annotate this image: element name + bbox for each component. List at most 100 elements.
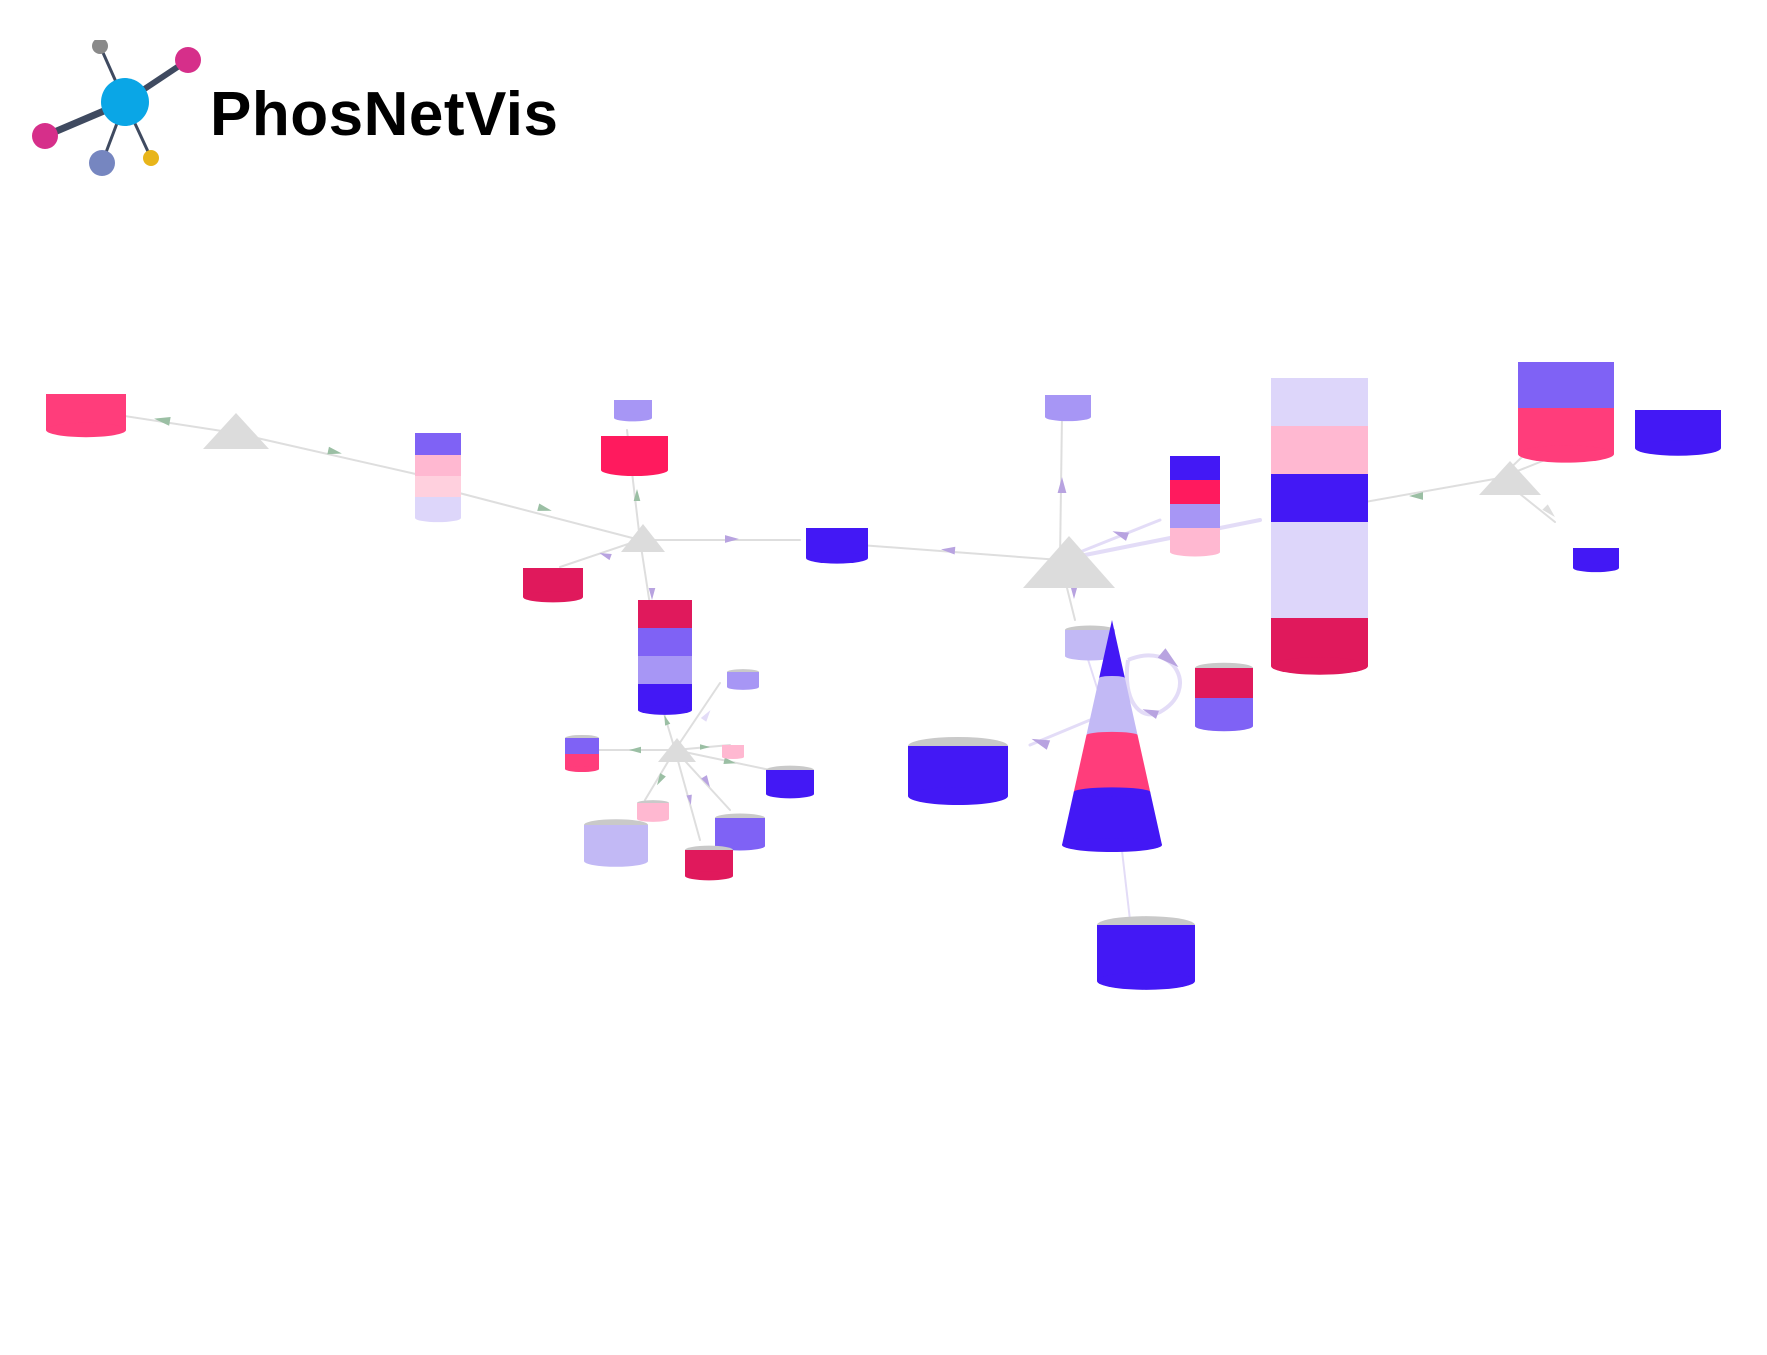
node-base — [46, 422, 126, 438]
node-base — [722, 755, 744, 759]
kinase-node[interactable] — [685, 845, 733, 881]
edge-arrowhead — [648, 588, 656, 600]
kinase-node[interactable] — [1045, 395, 1091, 422]
kinase-node[interactable] — [766, 765, 814, 799]
node-layer — [46, 362, 1721, 990]
kinase-node[interactable] — [722, 745, 744, 759]
edge-arrowhead — [1057, 477, 1067, 493]
node-base — [766, 789, 814, 799]
node-band — [1195, 668, 1253, 698]
kinase-node[interactable] — [584, 819, 648, 867]
logo-node-slate — [89, 150, 115, 176]
node-band — [1170, 456, 1220, 480]
kinase-node[interactable] — [1195, 662, 1253, 732]
node-base — [1045, 412, 1091, 422]
node-band — [1573, 548, 1619, 568]
edge-arrowhead — [1031, 738, 1051, 750]
edge-arrowhead — [327, 446, 342, 455]
kinase-cone-node[interactable] — [1062, 620, 1162, 852]
kinase-node[interactable] — [1271, 378, 1368, 675]
node-band — [1271, 522, 1368, 570]
node-band — [637, 803, 669, 819]
edge-arrowhead — [701, 775, 710, 788]
app-title: PhosNetVis — [210, 80, 559, 149]
edge-arrowhead — [633, 489, 641, 501]
node-band — [415, 455, 461, 476]
node-base — [523, 591, 583, 603]
node-band — [638, 628, 692, 656]
edge-arrowhead — [1542, 504, 1555, 517]
node-base — [415, 513, 461, 523]
kinase-node[interactable] — [614, 400, 652, 422]
cone-base — [1062, 838, 1162, 852]
node-base — [1518, 445, 1614, 463]
interaction-edge[interactable] — [674, 749, 701, 841]
kinase-node[interactable] — [1097, 916, 1195, 990]
kinase-node[interactable] — [415, 433, 461, 523]
node-band — [415, 476, 461, 497]
edge-arrowhead — [1070, 587, 1078, 599]
node-band — [638, 600, 692, 628]
edge-arrowhead — [537, 503, 552, 511]
node-base — [637, 816, 669, 822]
node-base — [601, 463, 668, 477]
node-band — [1170, 480, 1220, 504]
kinase-node[interactable] — [638, 600, 692, 715]
kinase-node[interactable] — [1170, 456, 1220, 557]
interaction-edge[interactable] — [674, 682, 721, 751]
kinase-node[interactable] — [46, 394, 126, 438]
hub-node[interactable] — [1023, 536, 1115, 588]
self-loop-edge[interactable] — [1124, 653, 1182, 717]
node-band — [638, 656, 692, 684]
cone-band — [1062, 792, 1162, 845]
interaction-edge[interactable] — [1058, 518, 1262, 562]
node-band — [1271, 426, 1368, 474]
node-base — [1195, 720, 1253, 732]
logo-node-hub — [101, 78, 149, 126]
kinase-node[interactable] — [1573, 548, 1619, 573]
kinase-node[interactable] — [523, 568, 583, 603]
logo-block: PhosNetVis — [30, 40, 590, 210]
interaction-edge[interactable] — [117, 414, 236, 434]
interaction-edge[interactable] — [439, 487, 641, 541]
interaction-edge[interactable] — [559, 539, 641, 568]
edge-arrowhead — [725, 535, 739, 543]
kinase-node[interactable] — [565, 734, 599, 773]
kinase-node[interactable] — [1635, 410, 1721, 456]
node-base — [1097, 972, 1195, 990]
interaction-edge[interactable] — [1347, 477, 1501, 506]
node-band — [584, 825, 648, 861]
node-base — [1271, 657, 1368, 675]
hub-node[interactable] — [1479, 461, 1541, 495]
kinase-node[interactable] — [715, 813, 765, 851]
kinase-node[interactable] — [601, 436, 668, 477]
node-band — [1271, 474, 1368, 522]
cone-band-edge — [1073, 787, 1151, 797]
node-band — [415, 497, 461, 518]
node-base — [908, 787, 1008, 805]
node-band — [1097, 925, 1195, 981]
node-band — [1045, 395, 1091, 417]
kinase-node[interactable] — [727, 669, 759, 690]
node-base — [614, 414, 652, 422]
node-band — [727, 672, 759, 687]
hub-node[interactable] — [658, 738, 696, 762]
kinase-node[interactable] — [1518, 362, 1614, 463]
cone-band — [1099, 620, 1125, 678]
interaction-edge[interactable] — [859, 544, 1061, 561]
edge-arrowhead — [700, 744, 710, 750]
kinase-node[interactable] — [908, 737, 1008, 805]
edge-arrowhead — [1112, 531, 1130, 541]
node-base — [1065, 651, 1115, 661]
kinase-node[interactable] — [637, 800, 669, 822]
hub-node[interactable] — [203, 413, 269, 449]
interaction-edge[interactable] — [674, 749, 771, 771]
node-band — [1271, 570, 1368, 618]
edge-arrowhead — [599, 552, 612, 561]
kinase-node[interactable] — [806, 528, 868, 564]
edge-arrowhead — [941, 546, 956, 555]
hub-node[interactable] — [621, 524, 665, 552]
logo-node-yellow — [143, 150, 159, 166]
edge-arrowhead — [154, 417, 171, 426]
